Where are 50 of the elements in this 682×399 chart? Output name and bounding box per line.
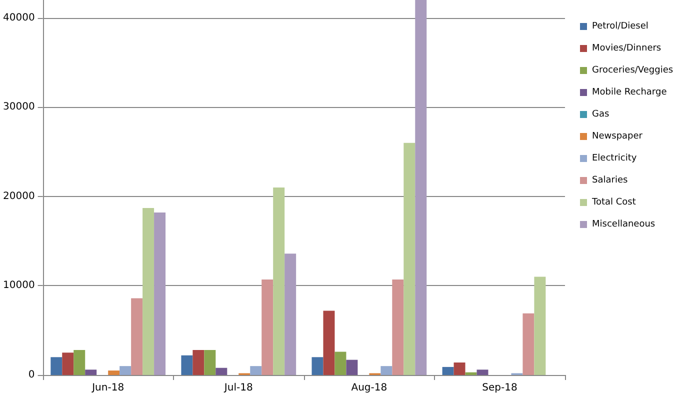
bar [85, 370, 97, 375]
legend-label: Movies/Dinners [592, 44, 662, 54]
bar [534, 276, 546, 375]
bar [250, 366, 262, 375]
bar [204, 350, 216, 375]
y-tick-label: 30000 [3, 102, 35, 113]
bar [392, 279, 404, 375]
bar [74, 350, 86, 375]
legend-label: Groceries/Veggies [592, 66, 674, 76]
bar [522, 313, 534, 375]
bar [108, 370, 120, 375]
x-tick-label: Aug-18 [351, 382, 388, 394]
bar [142, 208, 154, 375]
legend-label: Electricity [592, 154, 638, 164]
bar [120, 366, 132, 375]
bar [154, 212, 166, 375]
bar [454, 362, 466, 375]
bar [323, 310, 335, 375]
legend-label: Salaries [592, 176, 628, 186]
bar [131, 298, 143, 375]
bar [216, 368, 228, 375]
legend-label: Total Cost [591, 198, 636, 208]
bar [465, 372, 477, 375]
legend-label: Petrol/Diesel [592, 22, 648, 32]
x-tick-label: Jun-18 [91, 382, 124, 394]
bar [50, 357, 62, 375]
legend-label: Mobile Recharge [592, 88, 668, 98]
legend-label: Gas [592, 110, 610, 120]
legend-label: Newspaper [592, 132, 643, 142]
x-tick-label: Jul-18 [223, 382, 253, 394]
y-tick-label: 20000 [3, 190, 35, 202]
x-tick-label: Sep-18 [482, 382, 518, 394]
bar [442, 366, 454, 375]
bar [334, 352, 346, 375]
bar [312, 357, 324, 375]
bar [273, 188, 285, 375]
y-tick-label: 10000 [3, 280, 35, 292]
bar [192, 350, 204, 375]
y-tick-label: 40000 [3, 12, 35, 24]
bar [476, 370, 488, 375]
bar [262, 279, 274, 375]
y-tick-label: 0 [28, 370, 35, 380]
bar [404, 142, 416, 375]
legend-label: Miscellaneous [592, 220, 656, 230]
bar [181, 355, 193, 375]
bar [62, 352, 74, 375]
bar [380, 366, 392, 375]
bar [346, 360, 358, 375]
bar [284, 254, 296, 375]
bar [415, 0, 427, 375]
